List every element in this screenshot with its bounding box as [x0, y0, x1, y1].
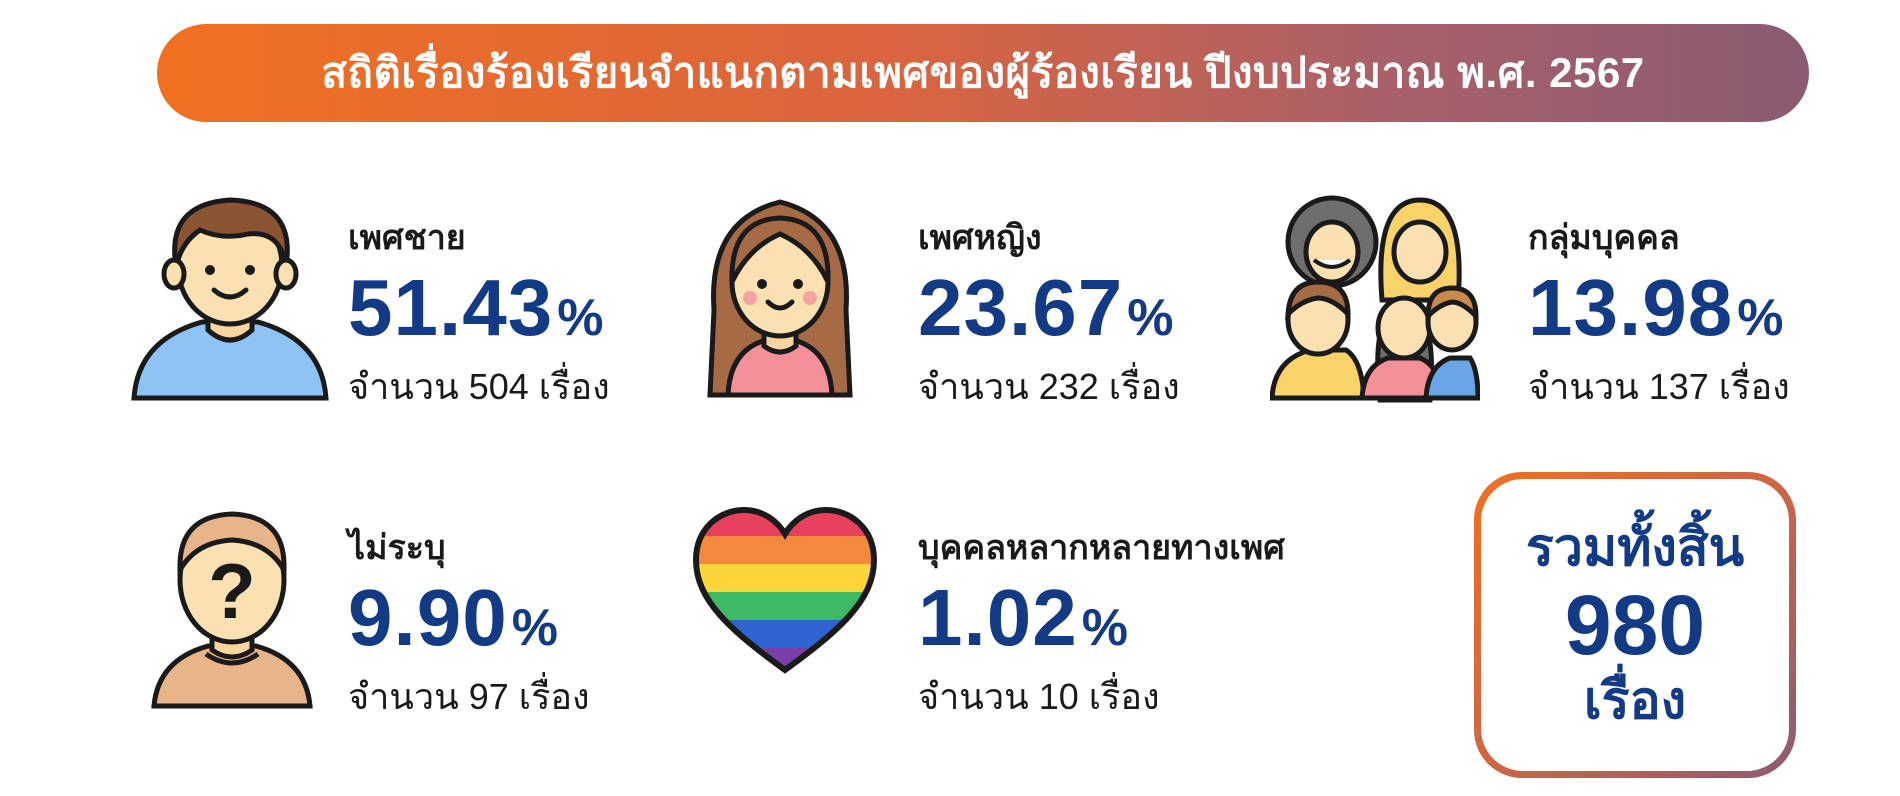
- stat-percent: 51.43%: [348, 263, 604, 352]
- total-label: รวมทั้งสิ้น: [1525, 518, 1745, 577]
- page-title: สถิติเรื่องร้องเรียนจำแนกตามเพศของผู้ร้อ…: [321, 49, 1645, 96]
- total-unit: เรื่อง: [1583, 672, 1687, 731]
- man-icon: [131, 197, 329, 401]
- woman-icon: [707, 199, 853, 398]
- total-box: รวมทั้งสิ้น 980 เรื่อง: [1474, 472, 1796, 778]
- total-value: 980: [1564, 577, 1706, 672]
- stat-percent: 13.98%: [1528, 263, 1784, 352]
- stat-percent: 23.67%: [918, 263, 1174, 352]
- rainbow-heart-icon: [692, 506, 878, 674]
- stat-label: ไม่ระบุ: [348, 529, 446, 567]
- group-icon: [1270, 195, 1480, 403]
- stat-label: บุคคลหลากหลายทางเพศ: [918, 529, 1285, 567]
- stat-count: จำนวน 97 เรื่อง: [348, 676, 590, 717]
- svg-text:?: ?: [208, 547, 256, 635]
- stat-label: กลุ่มบุคคล: [1528, 219, 1680, 257]
- stat-percent: 1.02%: [918, 573, 1128, 662]
- unknown-person-icon: ?: [151, 511, 313, 709]
- stat-percent: 9.90%: [348, 573, 558, 662]
- stat-count: จำนวน 232 เรื่อง: [918, 366, 1180, 407]
- stat-count: จำนวน 137 เรื่อง: [1528, 366, 1790, 407]
- stat-count: จำนวน 504 เรื่อง: [348, 366, 610, 407]
- stat-label: เพศหญิง: [918, 219, 1042, 257]
- stat-count: จำนวน 10 เรื่อง: [918, 676, 1160, 717]
- title-banner: สถิติเรื่องร้องเรียนจำแนกตามเพศของผู้ร้อ…: [157, 24, 1809, 122]
- stat-label: เพศชาย: [348, 219, 466, 257]
